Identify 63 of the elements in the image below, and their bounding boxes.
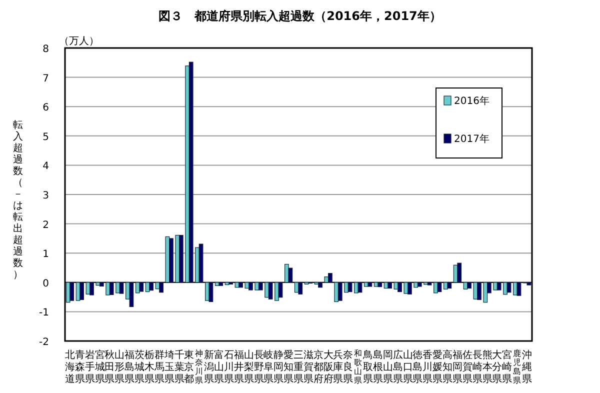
x-tick-label: 秋田県	[104, 349, 115, 385]
x-tick-label: 長崎県	[472, 350, 482, 385]
x-tick-label: 和歌山県	[354, 349, 362, 385]
y-tick-label: 6	[42, 102, 49, 114]
x-tick-label: 神奈川県	[195, 349, 204, 385]
x-tick-label: 富山県	[214, 349, 224, 385]
x-tick-label: 鹿児島県	[513, 349, 522, 385]
x-tick-label: 東京都	[184, 349, 194, 385]
x-tick-label: 新潟県	[204, 349, 214, 385]
x-tick-label: 石川県	[224, 350, 234, 385]
x-tick-label: 愛知県	[284, 349, 294, 385]
x-tick-label: 岡山県	[382, 350, 393, 385]
x-tick-label: 徳島県	[412, 350, 423, 385]
x-tick-label: 宮崎県	[502, 349, 512, 385]
y-tick-label: 0	[42, 278, 49, 290]
x-tick-label: 奈良県	[343, 350, 354, 385]
x-tick-label: 沖縄県	[521, 349, 532, 385]
y-tick-label: 8	[42, 44, 49, 55]
x-tick-label: 宮城県	[94, 349, 105, 385]
x-tick-label: 兵庫県	[333, 349, 344, 385]
x-tick-label: 山梨県	[244, 349, 254, 385]
x-tick-label: 鳥取県	[362, 349, 374, 385]
x-tick-label: 熊本県	[482, 349, 492, 385]
y-tick-label: -1	[39, 308, 49, 319]
x-tick-label: 山口県	[402, 349, 413, 385]
x-tick-label: 三重県	[294, 350, 304, 385]
x-tick-label: 栃木県	[144, 349, 154, 385]
text: 転入超過数（－は転出超過数）	[13, 120, 23, 280]
legend-label: 2016年	[454, 95, 490, 107]
x-tick-label: 愛媛県	[432, 349, 443, 385]
text: （万人）	[59, 36, 99, 47]
chart-title: 図３ 都道府県別転入超過数（2016年，2017年）	[158, 9, 442, 23]
y-tick-label: 3	[42, 190, 49, 202]
x-tick-label: 福島県	[124, 349, 135, 385]
y-tick-label: 7	[42, 73, 49, 84]
x-tick-label: 広島県	[392, 349, 403, 385]
x-tick-label: 岐阜県	[264, 349, 274, 385]
x-tick-label: 群馬県	[153, 349, 164, 385]
x-tick-label: 静岡県	[274, 349, 284, 385]
x-tick-label: 福井県	[234, 349, 244, 385]
x-tick-label: 北海道	[64, 349, 75, 385]
x-tick-label: 香川県	[422, 349, 433, 385]
legend-label: 2017年	[454, 133, 490, 145]
y-tick-label: 2	[42, 220, 49, 231]
y-tick-label: 5	[42, 132, 49, 143]
x-tick-label: 岩手県	[84, 349, 95, 385]
x-tick-label: 滋賀県	[303, 349, 314, 385]
x-tick-label: 大分県	[492, 349, 502, 385]
x-tick-label: 高知県	[442, 349, 453, 385]
y-tick-label: -2	[39, 337, 49, 348]
x-tick-label: 長野県	[254, 350, 264, 385]
x-tick-label: 島根県	[372, 349, 383, 385]
x-tick-label: 茨城県	[134, 349, 145, 385]
y-tick-label: 1	[42, 249, 49, 260]
x-tick-label: 大阪府	[323, 349, 334, 385]
y-tick-label: 4	[42, 161, 49, 172]
x-tick-label: 青森県	[74, 349, 85, 385]
x-tick-label: 京都府	[313, 349, 324, 385]
x-tick-label: 千葉県	[174, 349, 184, 385]
x-tick-label: 埼玉県	[163, 349, 174, 385]
x-tick-label: 佐賀県	[462, 350, 472, 385]
x-tick-label: 山形県	[114, 349, 125, 385]
x-tick-label: 福岡県	[452, 349, 462, 385]
